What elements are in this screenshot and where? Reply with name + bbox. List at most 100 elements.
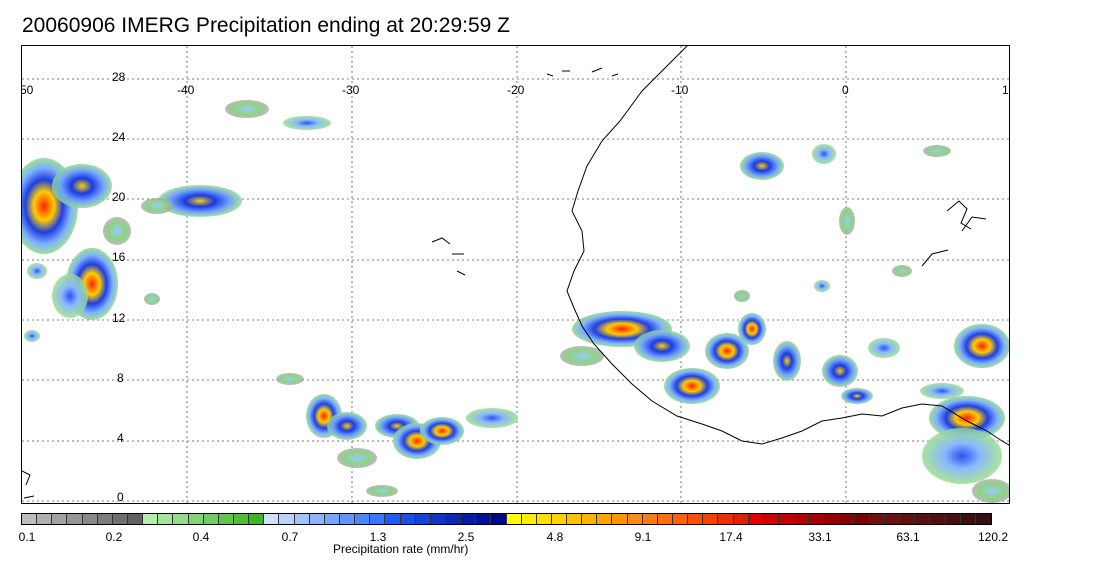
- colorbar-swatch: [309, 514, 325, 524]
- colorbar-tick: 0.7: [281, 530, 299, 544]
- colorbar-swatch: [461, 514, 477, 524]
- colorbar-tick: 120.2: [977, 530, 1009, 544]
- lat-label-16: 16: [112, 250, 126, 264]
- lat-label-8: 8: [117, 371, 124, 385]
- colorbar-swatch: [22, 514, 38, 524]
- colorbar-swatch: [521, 514, 537, 524]
- colorbar-swatch: [188, 514, 204, 524]
- colorbar-swatch: [551, 514, 568, 524]
- colorbar-swatch: [885, 514, 901, 524]
- lat-label-0: 0: [117, 490, 124, 504]
- colorbar-swatch: [748, 514, 764, 524]
- lat-label-28: 28: [112, 70, 126, 84]
- lat-label-4: 4: [117, 431, 124, 445]
- colorbar-tick: 0.4: [192, 530, 210, 544]
- colorbar-swatch: [673, 514, 689, 524]
- colorbar-swatch: [127, 514, 144, 524]
- colorbar-swatch: [324, 514, 340, 524]
- colorbar-swatch: [915, 514, 931, 524]
- lon-label-10: 10: [1002, 83, 1010, 97]
- colorbar-swatch: [294, 514, 310, 524]
- coastline: [22, 46, 1009, 499]
- lat-label-20: 20: [112, 190, 126, 204]
- lat-label-12: 12: [112, 311, 126, 325]
- colorbar-swatch: [491, 514, 507, 524]
- map-title: 20060906 IMERG Precipitation ending at 2…: [22, 14, 510, 37]
- colorbar-swatch: [385, 514, 401, 524]
- colorbar-swatch: [733, 514, 749, 524]
- colorbar-swatch: [97, 514, 113, 524]
- colorbar-swatch: [82, 514, 98, 524]
- colorbar-swatch: [854, 514, 870, 524]
- colorbar-swatch: [370, 514, 386, 524]
- lon-label-minus-20: -20: [507, 83, 525, 97]
- colorbar-swatch: [642, 514, 658, 524]
- colorbar-swatch: [249, 514, 265, 524]
- lon-label-minus-50: -50: [22, 83, 34, 97]
- colorbar-swatch: [612, 514, 628, 524]
- colorbar-swatch: [445, 514, 462, 524]
- colorbar-swatch: [279, 514, 295, 524]
- colorbar-swatch: [233, 514, 250, 524]
- colorbar-tick: 9.1: [634, 530, 652, 544]
- colorbar-swatch: [67, 514, 83, 524]
- colorbar-swatch: [703, 514, 719, 524]
- colorbar-tick: 63.1: [896, 530, 920, 544]
- colorbar-swatch: [900, 514, 916, 524]
- colorbar-swatch: [112, 514, 128, 524]
- lon-label-minus-10: -10: [671, 83, 689, 97]
- colorbar-tick: 17.4: [719, 530, 743, 544]
- colorbar-swatch: [430, 514, 446, 524]
- colorbar-swatch: [536, 514, 552, 524]
- colorbar-swatch: [567, 514, 583, 524]
- colorbar-swatch: [839, 514, 855, 524]
- colorbar-swatch: [355, 514, 371, 524]
- colorbar-swatch: [506, 514, 522, 524]
- colorbar-swatch: [657, 514, 674, 524]
- colorbar-swatch: [824, 514, 840, 524]
- colorbar-tick: 0.2: [105, 530, 123, 544]
- colorbar-swatch: [779, 514, 795, 524]
- colorbar-tick: 0.1: [18, 530, 36, 544]
- colorbar-tick: 33.1: [808, 530, 832, 544]
- colorbar-tick: 4.8: [546, 530, 564, 544]
- lon-label-minus-40: -40: [177, 83, 195, 97]
- colorbar-swatch: [975, 514, 991, 524]
- colorbar-swatch: [52, 514, 68, 524]
- lon-label-0: 0: [842, 83, 849, 97]
- colorbar-swatch: [794, 514, 810, 524]
- lat-label-24: 24: [112, 130, 126, 144]
- precipitation-map: 28 24 20 16 12 8 4 0 -50 -40 -30 -20 -10…: [21, 45, 1010, 504]
- colorbar-swatch: [718, 514, 734, 524]
- colorbar-tick: 2.5: [457, 530, 475, 544]
- colorbar-swatch: [597, 514, 613, 524]
- colorbar-swatch: [945, 514, 961, 524]
- gridlines: [22, 46, 1009, 503]
- precipitation-cells: [22, 100, 1009, 503]
- colorbar-swatch: [930, 514, 946, 524]
- colorbar-swatch: [37, 514, 53, 524]
- lon-label-minus-30: -30: [342, 83, 360, 97]
- colorbar-swatch: [809, 514, 825, 524]
- colorbar-tick: 1.3: [369, 530, 387, 544]
- colorbar-swatch: [203, 514, 219, 524]
- lat-labels: 28 24 20 16 12 8 4 0: [112, 70, 126, 504]
- colorbar-swatch: [143, 514, 159, 524]
- colorbar-swatch: [960, 514, 976, 524]
- colorbar-swatch: [582, 514, 598, 524]
- colorbar-swatch: [173, 514, 189, 524]
- colorbar-swatch: [339, 514, 356, 524]
- colorbar-swatch: [627, 514, 643, 524]
- colorbar-swatch: [688, 514, 704, 524]
- precipitation-colorbar: [21, 513, 992, 525]
- colorbar-swatch: [264, 514, 280, 524]
- colorbar-swatch: [476, 514, 492, 524]
- map-canvas: 28 24 20 16 12 8 4 0 -50 -40 -30 -20 -10…: [22, 46, 1010, 504]
- colorbar-title: Precipitation rate (mm/hr): [333, 542, 469, 556]
- lon-labels: -50 -40 -30 -20 -10 0 10: [22, 83, 1010, 97]
- colorbar-swatch: [415, 514, 431, 524]
- colorbar-swatch: [400, 514, 416, 524]
- colorbar-swatch: [218, 514, 234, 524]
- colorbar-swatch: [158, 514, 174, 524]
- colorbar-swatch: [869, 514, 886, 524]
